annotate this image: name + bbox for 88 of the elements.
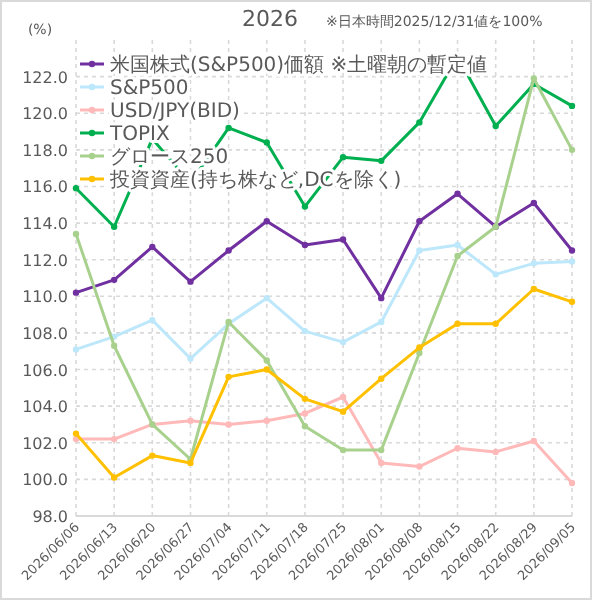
point <box>301 423 309 430</box>
point <box>225 373 232 381</box>
point <box>72 230 80 238</box>
point <box>378 318 385 326</box>
point <box>568 247 576 254</box>
point <box>568 258 576 265</box>
point <box>492 320 499 327</box>
point <box>339 393 347 401</box>
legend-label: TOPIX <box>108 124 170 146</box>
point <box>416 247 423 254</box>
point <box>187 278 194 285</box>
point <box>301 241 309 249</box>
point <box>568 479 576 487</box>
point <box>568 146 576 154</box>
y-tick-label: 108.0 <box>22 324 68 343</box>
point <box>187 417 194 424</box>
point <box>454 252 461 260</box>
point <box>492 122 499 130</box>
point <box>263 357 270 364</box>
point <box>339 408 347 415</box>
point <box>149 452 156 459</box>
point <box>149 243 156 251</box>
line-series <box>72 75 576 463</box>
point <box>263 366 270 373</box>
point <box>187 355 194 362</box>
point <box>225 124 232 132</box>
point <box>72 289 80 296</box>
point <box>416 119 423 126</box>
point <box>110 435 118 443</box>
y-tick-label: 112.0 <box>22 251 68 270</box>
y-tick-label: 114.0 <box>22 215 68 234</box>
point <box>378 375 385 382</box>
point <box>149 316 156 324</box>
point <box>416 463 423 470</box>
point <box>263 294 270 302</box>
point <box>339 236 347 243</box>
point <box>530 199 538 207</box>
point <box>72 346 80 353</box>
point <box>530 75 538 82</box>
point <box>72 185 80 192</box>
point <box>454 190 461 197</box>
point <box>416 349 423 357</box>
point <box>72 430 80 437</box>
point <box>225 421 232 428</box>
legend-label: S&P500 <box>110 78 189 100</box>
point <box>492 271 499 278</box>
y-tick-label: 104.0 <box>22 398 68 417</box>
point <box>530 260 538 267</box>
point <box>263 139 270 146</box>
point <box>339 338 347 346</box>
point <box>530 437 538 445</box>
y-tick-label: 118.0 <box>22 141 68 160</box>
y-tick-label: 106.0 <box>22 361 68 380</box>
point <box>301 395 309 403</box>
point <box>110 342 118 349</box>
point <box>339 446 347 454</box>
point <box>454 320 461 327</box>
point <box>378 446 385 454</box>
y-tick-label: 100.0 <box>22 471 68 490</box>
y-tick-label: 122.0 <box>22 68 68 87</box>
point <box>378 157 385 165</box>
y-tick-label: 98.0 <box>32 508 68 526</box>
point <box>339 153 347 161</box>
point <box>416 344 423 351</box>
point <box>263 218 270 225</box>
point <box>110 276 118 284</box>
point <box>568 102 576 110</box>
point <box>301 410 309 417</box>
point <box>378 459 385 467</box>
y-tick-label: 110.0 <box>22 288 68 307</box>
point <box>416 218 423 225</box>
legend-label: USD/JPY(BID) <box>110 101 241 123</box>
y-tick-label: 120.0 <box>22 105 68 124</box>
point <box>110 223 118 230</box>
y-tick-label: 116.0 <box>22 178 68 197</box>
point <box>301 203 309 210</box>
y-tick-label: 102.0 <box>22 434 68 453</box>
point <box>530 285 538 293</box>
line-series <box>72 285 576 481</box>
point <box>454 241 461 249</box>
point <box>110 474 118 481</box>
point <box>301 327 309 335</box>
chart-title: 2026 <box>242 6 298 32</box>
point <box>568 298 576 305</box>
point <box>263 417 270 424</box>
point <box>492 448 499 456</box>
point <box>454 445 461 452</box>
point <box>225 247 232 254</box>
